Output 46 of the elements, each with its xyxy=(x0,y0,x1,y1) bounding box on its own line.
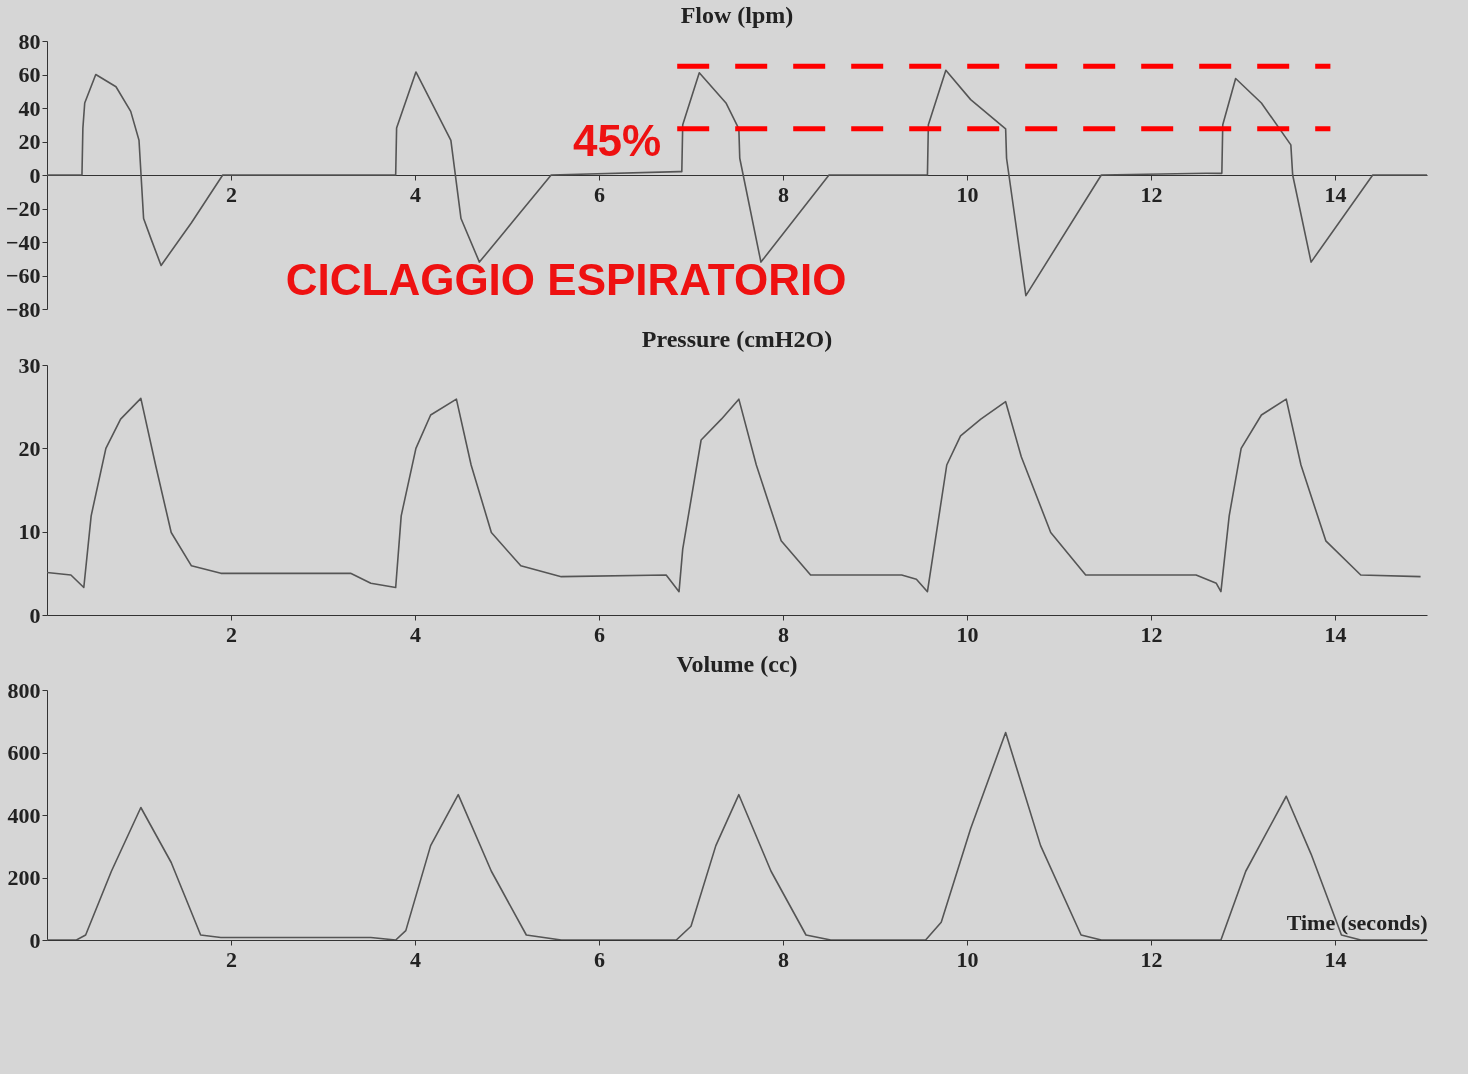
x-tick-label: 4 xyxy=(410,946,421,972)
y-tick-label: 10 xyxy=(18,519,41,545)
x-tick-label: 12 xyxy=(1140,621,1163,647)
y-tick-label: 40 xyxy=(18,95,41,121)
x-tick-label: 4 xyxy=(410,181,421,207)
y-tick-label: 800 xyxy=(7,677,41,703)
y-tick-label: 80 xyxy=(18,28,41,54)
x-axis-title: Time (seconds) xyxy=(1286,909,1428,935)
x-tick-label: 14 xyxy=(1324,621,1347,647)
y-tick-label: 30 xyxy=(18,352,41,378)
annotation: CICLAGGIO ESPIRATORIO xyxy=(285,255,847,305)
line-series xyxy=(47,397,1422,593)
x-tick-label: 6 xyxy=(594,621,605,647)
x-tick-label: 10 xyxy=(956,946,979,972)
y-tick-label: 0 xyxy=(29,602,41,628)
y-tick-label: 400 xyxy=(7,802,41,828)
y-tick-label: 20 xyxy=(18,435,41,461)
y-tick-label: 0 xyxy=(29,162,41,188)
x-tick-label: 2 xyxy=(226,181,237,207)
annotation: 45% xyxy=(573,115,662,165)
y-tick-label: 20 xyxy=(18,129,41,154)
x-tick-label: 6 xyxy=(594,946,605,972)
y-tick-label: −60 xyxy=(5,263,41,288)
chart-title: Volume (cc) xyxy=(676,651,798,677)
y-tick-label: 0 xyxy=(29,927,41,953)
x-tick-label: 8 xyxy=(778,946,789,972)
x-tick-label: 10 xyxy=(956,621,979,647)
x-tick-label: 8 xyxy=(778,181,789,207)
x-tick-label: 14 xyxy=(1324,181,1347,207)
y-tick-label: 200 xyxy=(7,865,41,890)
y-tick-label: −80 xyxy=(5,296,41,322)
x-tick-label: 2 xyxy=(226,946,237,972)
x-tick-label: 4 xyxy=(410,621,421,647)
x-tick-label: 12 xyxy=(1140,181,1163,207)
x-tick-label: 12 xyxy=(1140,946,1163,972)
y-tick-label: −40 xyxy=(5,229,41,255)
chart-title: Pressure (cmH2O) xyxy=(641,326,833,352)
x-tick-label: 14 xyxy=(1324,946,1347,972)
x-tick-label: 2 xyxy=(226,621,237,647)
x-tick-label: 6 xyxy=(594,181,605,207)
y-tick-label: −20 xyxy=(5,196,41,221)
x-tick-label: 8 xyxy=(778,621,789,647)
chart-title: Flow (lpm) xyxy=(680,2,794,28)
y-tick-label: 60 xyxy=(18,62,41,87)
x-tick-label: 10 xyxy=(956,181,979,207)
y-tick-label: 600 xyxy=(7,740,41,765)
